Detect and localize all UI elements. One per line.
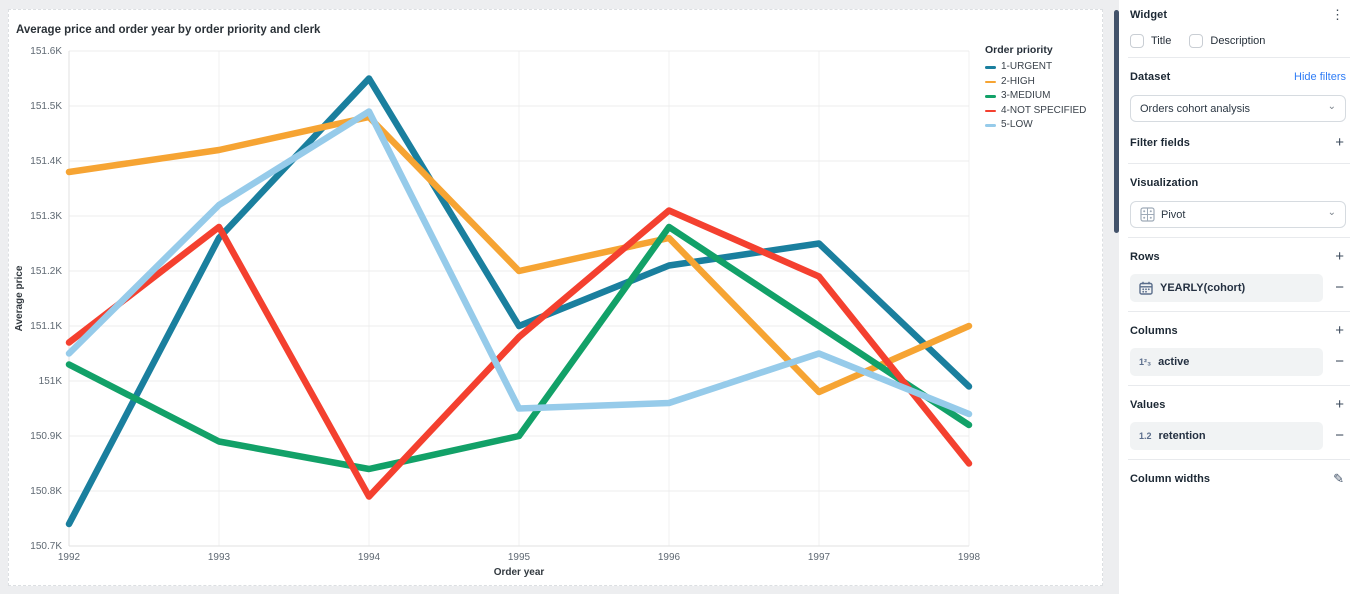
remove-values-field-button[interactable]: −	[1333, 427, 1346, 444]
columns-field-label: active	[1158, 356, 1190, 368]
edit-column-widths-button[interactable]: ✎	[1331, 472, 1346, 486]
minus-icon: −	[1335, 279, 1344, 296]
pencil-icon: ✎	[1333, 471, 1344, 486]
visualization-select-value: Pivot	[1161, 208, 1186, 221]
minus-icon: −	[1335, 427, 1344, 444]
legend-swatch-icon	[985, 80, 996, 83]
add-row-button[interactable]: +	[1333, 248, 1346, 265]
pivot-icon	[1140, 207, 1155, 222]
svg-text:1992: 1992	[58, 552, 81, 563]
svg-text:Average price: Average price	[14, 265, 25, 331]
add-filter-field-button[interactable]: +	[1333, 134, 1346, 151]
legend-label: 1-URGENT	[1001, 61, 1053, 72]
svg-text:150.9K: 150.9K	[30, 431, 62, 442]
visualization-section-title: Visualization	[1130, 177, 1199, 189]
chevron-down-icon: ⌄	[1327, 206, 1336, 218]
values-field-label: retention	[1158, 430, 1206, 442]
divider	[1128, 163, 1350, 164]
line-chart: 1992 1993 1994 1995 1996 1997 1998 150.7K 150.8K…	[14, 46, 981, 578]
plus-icon: +	[1335, 134, 1344, 151]
description-checkbox-label: Description	[1210, 35, 1266, 47]
svg-text:151.6K: 151.6K	[30, 46, 62, 57]
divider	[1128, 57, 1350, 58]
legend-item[interactable]: 3-MEDIUM	[985, 89, 1103, 104]
svg-text:Order year: Order year	[494, 567, 545, 578]
legend-item[interactable]: 5-LOW	[985, 118, 1103, 133]
title-checkbox-label: Title	[1151, 35, 1172, 47]
svg-text:151.5K: 151.5K	[30, 101, 62, 112]
filter-fields-section-title: Filter fields	[1130, 137, 1190, 149]
dataset-select-value: Orders cohort analysis	[1140, 102, 1251, 115]
chart-legend: Order priority 1-URGENT 2-HIGH 3-MEDIUM 4-N…	[985, 44, 1103, 133]
decimal-type-icon: 1.2	[1139, 431, 1152, 441]
checkbox-box-icon[interactable]	[1189, 34, 1204, 48]
values-field-chip[interactable]: 1.2 retention	[1130, 422, 1324, 450]
svg-text:151.2K: 151.2K	[30, 266, 62, 277]
kebab-icon: ⋮	[1331, 7, 1344, 22]
svg-text:150.8K: 150.8K	[30, 486, 62, 497]
divider	[1128, 237, 1350, 238]
description-checkbox[interactable]: Description	[1189, 34, 1265, 48]
svg-text:151.4K: 151.4K	[30, 156, 62, 167]
svg-text:1996: 1996	[658, 552, 681, 563]
visualization-select[interactable]: Pivot ⌄	[1130, 201, 1346, 228]
plus-icon: +	[1335, 396, 1344, 413]
number-type-icon: 1²₃	[1139, 357, 1152, 367]
dashboard-canvas: Average price and order year by order pr…	[8, 9, 1103, 586]
widget-toggles: Title Description	[1130, 34, 1346, 48]
columns-section-title: Columns	[1130, 325, 1178, 337]
svg-text:1998: 1998	[958, 552, 981, 563]
legend-item[interactable]: 2-HIGH	[985, 75, 1103, 90]
chart-title: Average price and order year by order pr…	[16, 24, 321, 36]
rows-field-label: YEARLY(cohort)	[1160, 282, 1246, 294]
divider	[1128, 459, 1350, 460]
panel-scrollbar-thumb[interactable]	[1114, 10, 1119, 233]
legend-item[interactable]: 4-NOT SPECIFIED	[985, 104, 1103, 119]
legend-label: 4-NOT SPECIFIED	[1001, 104, 1087, 116]
svg-text:151K: 151K	[39, 376, 63, 387]
widget-section-title: Widget	[1130, 9, 1168, 21]
legend-label: 2-HIGH	[1001, 75, 1035, 87]
svg-text:151.1K: 151.1K	[30, 321, 62, 332]
widget-menu-button[interactable]: ⋮	[1329, 8, 1346, 22]
values-section-title: Values	[1130, 399, 1166, 411]
legend-label: 3-MEDIUM	[1001, 90, 1051, 101]
svg-text:1995: 1995	[508, 552, 531, 563]
svg-text:151.3K: 151.3K	[30, 211, 62, 222]
checkbox-box-icon[interactable]	[1130, 34, 1144, 48]
remove-rows-field-button[interactable]: −	[1333, 279, 1346, 296]
chart-widget-card: Average price and order year by order pr…	[8, 9, 1103, 586]
legend-swatch-icon	[985, 124, 996, 127]
legend-swatch-icon	[985, 109, 996, 112]
add-column-button[interactable]: +	[1333, 322, 1346, 339]
svg-text:1994: 1994	[358, 552, 381, 563]
minus-icon: −	[1335, 353, 1344, 370]
chevron-down-icon: ⌄	[1327, 100, 1336, 112]
svg-text:1993: 1993	[208, 552, 231, 563]
legend-title: Order priority	[985, 44, 1053, 56]
divider	[1128, 311, 1350, 312]
rows-field-chip[interactable]: YEARLY(cohort)	[1130, 274, 1324, 302]
dataset-select[interactable]: Orders cohort analysis ⌄	[1130, 95, 1346, 122]
legend-label: 5-LOW	[1001, 119, 1033, 130]
legend-swatch-icon	[985, 66, 996, 69]
rows-section-title: Rows	[1130, 251, 1160, 263]
hide-filters-link[interactable]: Hide filters	[1294, 71, 1346, 83]
legend-item[interactable]: 1-URGENT	[985, 60, 1103, 75]
add-value-button[interactable]: +	[1333, 396, 1346, 413]
svg-text:1997: 1997	[808, 552, 831, 563]
columns-field-chip[interactable]: 1²₃ active	[1130, 348, 1324, 376]
title-checkbox[interactable]: Title	[1130, 34, 1171, 48]
column-widths-section-title: Column widths	[1130, 473, 1211, 485]
divider	[1128, 385, 1350, 386]
calendar-icon	[1139, 281, 1153, 295]
plus-icon: +	[1335, 248, 1344, 265]
dataset-section-title: Dataset	[1130, 71, 1171, 83]
widget-settings-panel: Widget ⋮ Title Description Dataset Hide …	[1119, 0, 1358, 594]
svg-text:150.7K: 150.7K	[30, 541, 62, 552]
legend-swatch-icon	[985, 95, 996, 98]
plus-icon: +	[1335, 322, 1344, 339]
remove-columns-field-button[interactable]: −	[1333, 353, 1346, 370]
